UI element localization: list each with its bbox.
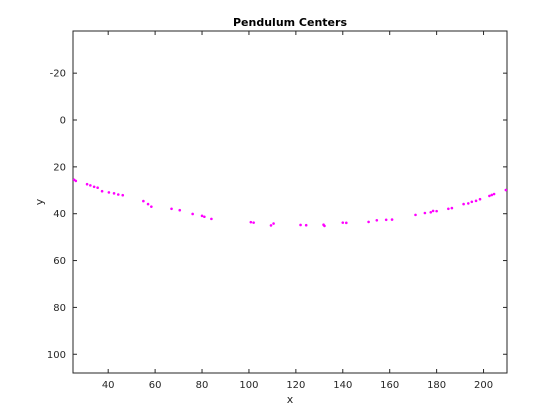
data-point — [112, 192, 116, 195]
x-axis-ticks: 40 60 80 100 120 140 160 180 200 — [102, 31, 493, 391]
x-tick-label: 40 — [102, 380, 115, 391]
data-point — [431, 209, 435, 213]
data-point — [74, 179, 78, 183]
data-point — [466, 202, 470, 205]
y-tick-label: 0 — [60, 116, 66, 127]
data-point — [203, 215, 206, 219]
y-axis-ticks: -20 0 20 40 60 80 100 — [47, 69, 507, 361]
data-point — [96, 186, 99, 190]
data-point — [390, 218, 394, 221]
y-axis-label: y — [33, 198, 46, 205]
data-point — [429, 211, 433, 214]
data-point — [488, 194, 491, 198]
data-point — [470, 200, 474, 204]
x-tick-label: 120 — [286, 380, 305, 391]
y-tick-label: 100 — [47, 350, 66, 361]
x-axis-label: x — [287, 393, 294, 406]
data-point — [210, 217, 213, 221]
data-point — [490, 193, 494, 197]
data-point — [345, 221, 348, 225]
data-point — [384, 218, 388, 222]
data-point — [447, 207, 450, 211]
data-point — [367, 220, 370, 224]
data-point — [146, 202, 150, 206]
data-point — [92, 185, 96, 189]
data-point — [492, 192, 496, 196]
data-point — [478, 197, 482, 201]
data-point — [142, 199, 145, 203]
y-tick-label: 80 — [53, 303, 66, 314]
x-tick-label: 200 — [474, 380, 493, 391]
x-tick-label: 60 — [149, 380, 162, 391]
y-tick-label: 20 — [53, 162, 66, 173]
chart-title: Pendulum Centers — [233, 16, 347, 29]
x-tick-label: 100 — [239, 380, 258, 391]
data-point — [375, 218, 379, 222]
x-tick-label: 180 — [427, 380, 446, 391]
data-point — [462, 202, 465, 206]
y-tick-label: 60 — [53, 256, 66, 267]
plot-area — [72, 30, 508, 374]
y-tick-label: 40 — [53, 209, 66, 220]
data-point — [323, 224, 326, 228]
data-point — [269, 224, 273, 227]
data-point — [200, 214, 204, 218]
data-point — [249, 220, 253, 224]
data-point — [85, 182, 89, 186]
data-point — [435, 209, 438, 213]
data-point — [100, 189, 104, 193]
y-tick-label: -20 — [50, 69, 66, 80]
data-point — [299, 223, 302, 227]
plot-frame — [72, 30, 508, 374]
data-point — [150, 205, 153, 208]
data-point — [423, 211, 427, 215]
data-point — [450, 206, 454, 210]
x-tick-label: 140 — [333, 380, 352, 391]
data-point — [107, 191, 111, 194]
data-series — [72, 178, 508, 228]
x-tick-label: 80 — [196, 380, 209, 391]
data-point — [191, 212, 194, 216]
data-point — [121, 193, 125, 197]
data-point — [414, 213, 417, 217]
data-point — [252, 221, 255, 224]
data-point — [178, 208, 182, 212]
data-point — [170, 207, 173, 211]
data-point — [474, 199, 478, 203]
x-tick-label: 160 — [380, 380, 399, 391]
data-point — [341, 221, 345, 224]
data-point — [116, 193, 120, 196]
data-point — [304, 223, 308, 227]
data-point — [272, 222, 275, 225]
data-point — [89, 184, 92, 187]
data-point — [504, 188, 508, 192]
